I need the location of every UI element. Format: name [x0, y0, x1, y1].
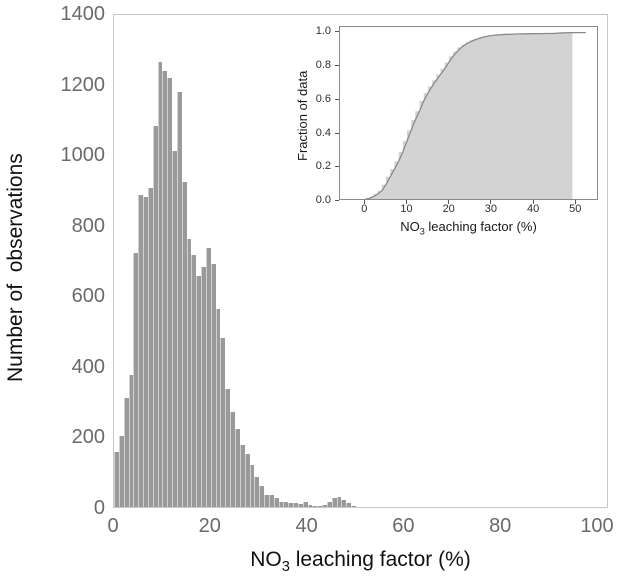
main-x-tick-label: 40	[295, 515, 318, 537]
inset-x-axis-title: NO3 leaching factor (%)	[400, 219, 537, 237]
cdf-curve	[350, 31, 586, 199]
main-y-axis-title: Number of observations	[4, 153, 27, 383]
histogram-bar	[346, 503, 352, 507]
histogram-bar	[167, 78, 173, 507]
histogram-bar	[128, 374, 134, 507]
histogram-bar	[196, 275, 202, 507]
histogram-bar	[176, 92, 182, 507]
histogram-bar	[326, 501, 332, 507]
histogram-bar	[288, 502, 294, 507]
inset-y-tick-label: 0.0	[315, 194, 331, 207]
histogram-bar	[249, 464, 255, 507]
main-x-tick-label: 20	[198, 515, 221, 537]
histogram-bar	[297, 504, 303, 507]
inset-y-tick-mark	[335, 200, 339, 202]
inset-y-tick-mark	[335, 65, 339, 66]
main-x-tick-label: 0	[107, 515, 119, 537]
histogram-bar	[235, 429, 240, 507]
inset-x-tick-label: 0	[361, 203, 368, 215]
inset-y-tick-label: 1.0	[315, 25, 331, 38]
inset-x-tick-label: 20	[442, 203, 455, 215]
histogram-bars	[114, 15, 607, 507]
histogram-bar	[264, 494, 269, 507]
histogram-bar	[302, 502, 308, 507]
subscript-3: 3	[281, 559, 290, 576]
inset-y-tick-label: 0.8	[315, 59, 331, 71]
main-y-tick-label: 1400	[60, 3, 106, 25]
inset-x-tick-mark	[574, 200, 576, 204]
main-y-tick-label: 600	[71, 285, 105, 308]
histogram-bar	[351, 505, 356, 507]
inset-y-tick-mark	[335, 31, 339, 33]
inset-x-tick-mark	[363, 200, 365, 204]
main-x-axis-title: NO3 leaching factor (%)	[250, 548, 471, 576]
main-y-tick-label: 0	[93, 497, 105, 519]
inset-y-tick-mark	[335, 166, 339, 168]
histogram-bar	[215, 309, 221, 507]
histogram-bar	[278, 501, 284, 507]
histogram-bar	[118, 436, 124, 507]
histogram-bar	[317, 505, 323, 507]
histogram-bar	[138, 194, 144, 507]
inset-plot-area	[339, 26, 598, 200]
histogram-bar	[123, 397, 129, 507]
histogram-bar	[331, 498, 337, 507]
histogram-bar	[186, 238, 192, 507]
inset-x-tick-mark	[448, 200, 450, 204]
subscript-3: 3	[419, 226, 425, 237]
inset-y-tick-label: 0.2	[315, 160, 331, 173]
main-y-tick-label: 1000	[60, 144, 106, 167]
inset-x-tick-mark	[532, 200, 534, 204]
histogram-bar	[162, 71, 168, 507]
histogram-bar	[210, 263, 216, 507]
main-y-tick-label: 800	[71, 214, 105, 237]
inset-x-tick-label: 10	[400, 203, 413, 215]
histogram-bar	[293, 502, 298, 507]
inset-x-tick-label: 50	[569, 203, 582, 215]
histogram-bar	[307, 505, 313, 507]
main-x-tick-label: 80	[489, 515, 512, 537]
inset-x-tick-label: 40	[526, 203, 540, 215]
inset-y-tick-mark	[335, 132, 339, 134]
histogram-bar	[336, 497, 342, 507]
main-y-tick-label: 1200	[60, 73, 106, 96]
histogram-bar	[254, 477, 260, 507]
histogram-bar	[283, 502, 289, 507]
histogram-bar	[225, 388, 231, 507]
inset-y-tick-label: 0.4	[315, 126, 331, 139]
histogram-bar	[239, 445, 245, 507]
histogram-bar	[147, 187, 153, 507]
histogram-bar	[341, 499, 347, 507]
histogram-bar	[133, 252, 139, 507]
histogram-bar	[220, 337, 226, 507]
histogram-bar	[322, 505, 327, 507]
histogram-bar	[230, 411, 235, 507]
histogram-bar	[268, 494, 274, 507]
histogram-bar	[157, 62, 163, 507]
histogram-bar	[259, 485, 265, 507]
histogram-bar	[143, 196, 148, 507]
main-x-tick-label: 100	[580, 515, 614, 537]
histogram-bar	[205, 247, 211, 507]
inset-x-tick-mark	[406, 200, 407, 204]
histogram-bar	[191, 254, 197, 507]
cdf-fill-area	[365, 32, 573, 199]
inset-y-tick-mark	[335, 98, 339, 100]
main-y-tick-label: 200	[71, 426, 105, 449]
cdf-line	[350, 31, 586, 199]
histogram-bar	[201, 267, 206, 507]
inset-x-tick-mark	[490, 200, 492, 204]
histogram-bar	[172, 150, 177, 507]
histogram-bar	[273, 498, 279, 507]
main-y-tick-label: 400	[71, 355, 105, 378]
histogram-bar	[312, 505, 318, 507]
inset-x-tick-label: 30	[484, 203, 498, 215]
histogram-bar	[114, 452, 119, 507]
histogram-bar	[181, 182, 187, 507]
histogram-bar	[152, 125, 158, 507]
histogram-bar	[244, 454, 250, 507]
inset-y-tick-label: 0.6	[315, 92, 331, 105]
main-x-tick-label: 60	[392, 515, 415, 537]
